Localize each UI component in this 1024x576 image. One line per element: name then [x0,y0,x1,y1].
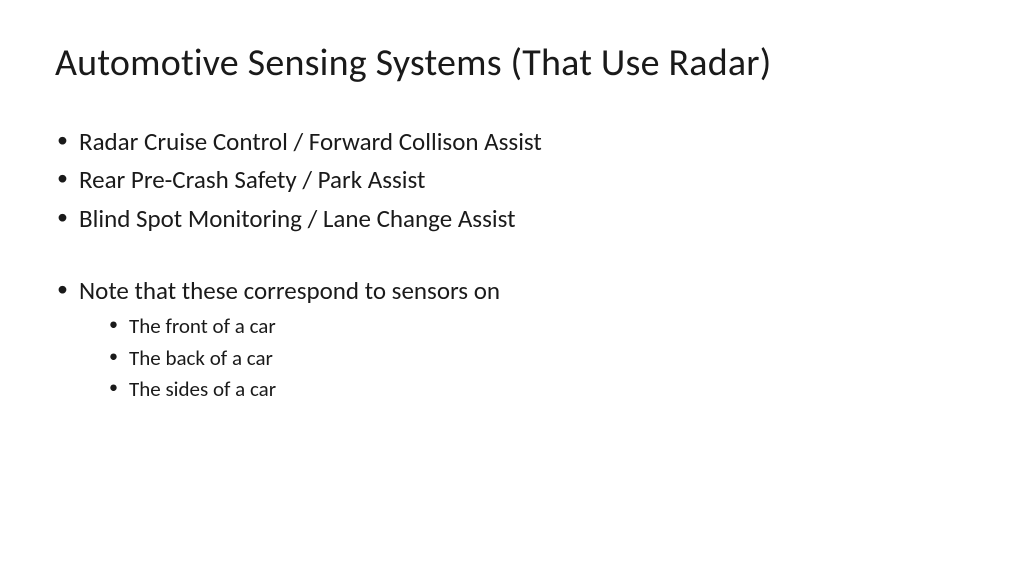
bullet-item: Note that these correspond to sensors on… [55,273,974,406]
slide: Automotive Sensing Systems (That Use Rad… [0,0,1024,576]
sub-bullet-item: The back of a car [79,343,974,375]
bullet-item: Blind Spot Monitoring / Lane Change Assi… [55,201,974,237]
sub-bullet-item: The front of a car [79,311,974,343]
sub-bullet-group: The front of a car The back of a car The… [79,311,974,406]
bullet-item: Radar Cruise Control / Forward Collison … [55,124,974,160]
sub-bullet-item: The sides of a car [79,374,974,406]
spacer [55,239,974,273]
bullet-text: Note that these correspond to sensors on [79,275,500,306]
bullet-item: Rear Pre-Crash Safety / Park Assist [55,162,974,198]
bullet-group-2: Note that these correspond to sensors on… [55,273,974,406]
bullet-group-1: Radar Cruise Control / Forward Collison … [55,124,974,237]
slide-title: Automotive Sensing Systems (That Use Rad… [55,40,974,86]
